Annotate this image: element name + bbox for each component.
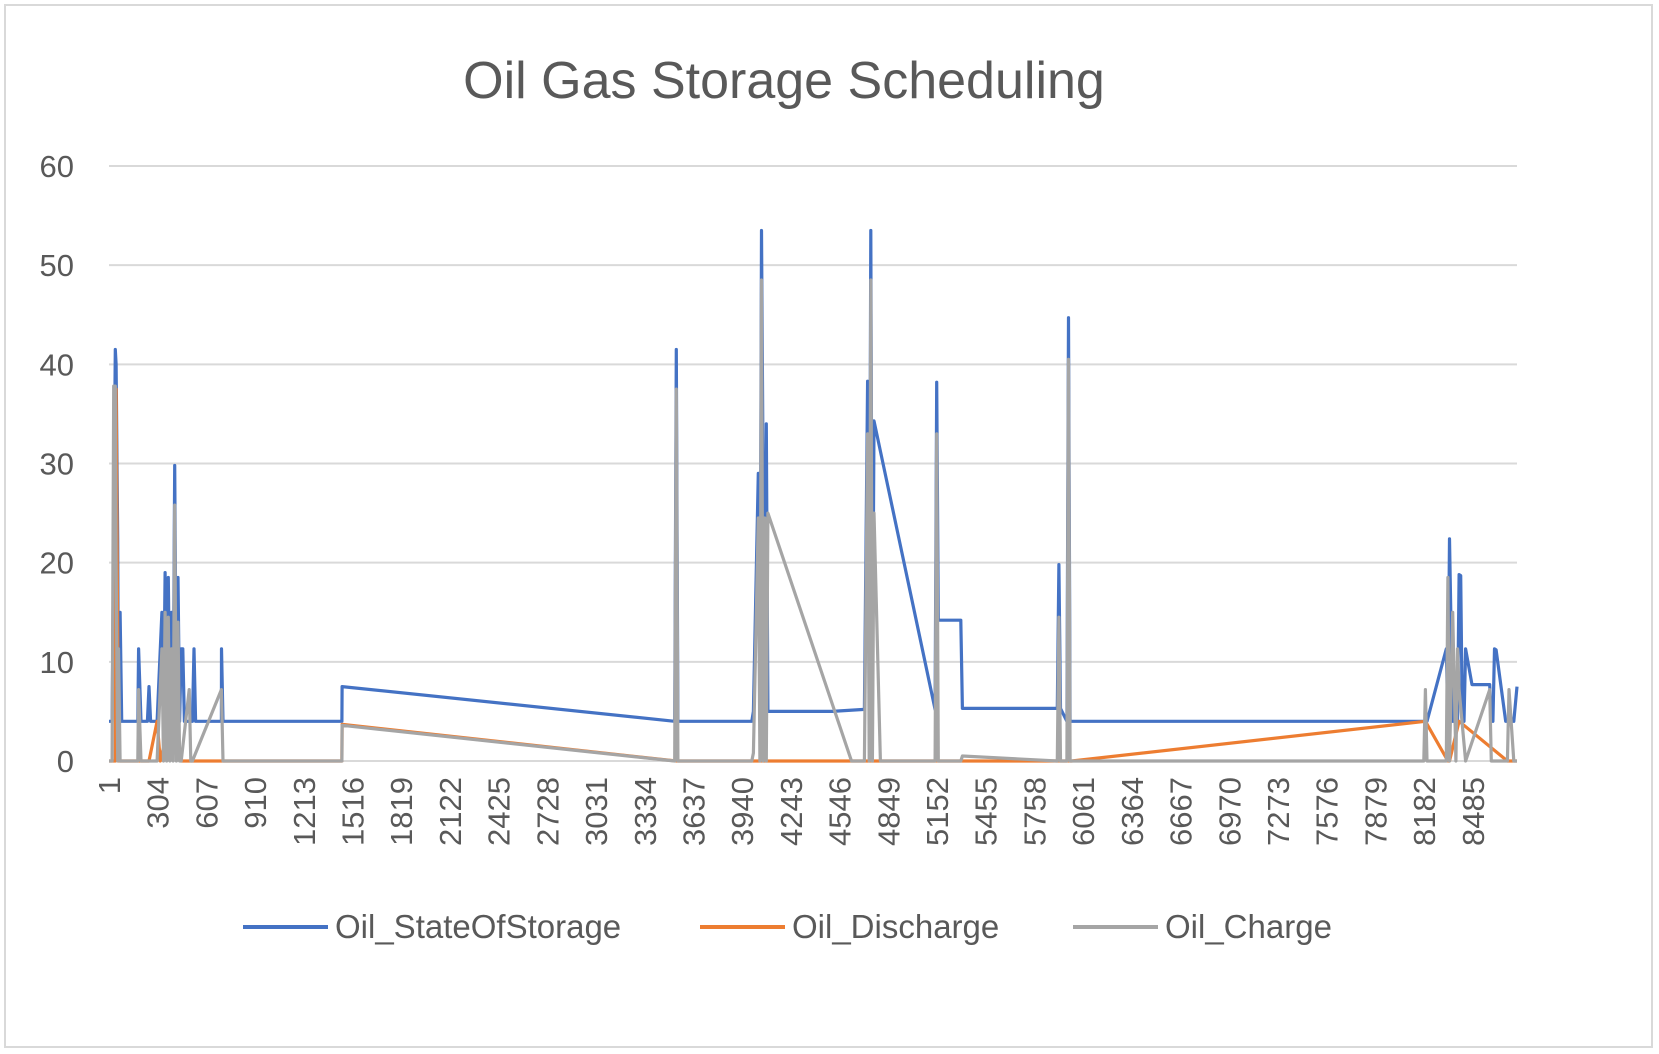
x-tick-label: 5758 — [1017, 777, 1052, 846]
y-axis-tick-labels: 0 10 20 30 40 50 60 — [40, 149, 74, 779]
y-tick-label: 0 — [57, 744, 74, 779]
x-tick-label: 4243 — [774, 777, 809, 846]
x-tick-label: 4546 — [823, 777, 858, 846]
legend-label: Oil_Charge — [1165, 908, 1332, 945]
x-tick-label: 607 — [189, 777, 224, 829]
x-tick-label: 304 — [141, 777, 176, 829]
x-tick-label: 1819 — [384, 777, 419, 846]
chart-frame: Oil Gas Storage Scheduling 0 10 20 30 40 50 60… — [4, 4, 1653, 1048]
legend-label: Oil_StateOfStorage — [335, 908, 621, 945]
x-tick-label: 1516 — [336, 777, 371, 846]
x-tick-label: 8485 — [1456, 777, 1491, 846]
x-tick-label: 7273 — [1261, 777, 1296, 846]
x-tick-label: 1 — [92, 777, 127, 794]
x-tick-label: 2728 — [530, 777, 565, 846]
x-axis-tick-labels: 1 304 607 910 1213 1516 1819 2122 2425 2728 3031 33… — [92, 777, 1491, 846]
x-tick-label: 6970 — [1212, 777, 1247, 846]
series-line-oil-discharge — [109, 387, 1517, 763]
y-tick-label: 20 — [40, 546, 74, 581]
x-tick-label: 1213 — [287, 777, 322, 846]
x-tick-label: 2425 — [482, 777, 517, 846]
x-tick-label: 7576 — [1310, 777, 1345, 846]
legend-label: Oil_Discharge — [792, 908, 999, 945]
chart-title: Oil Gas Storage Scheduling — [463, 52, 1105, 110]
x-tick-label: 910 — [238, 777, 273, 829]
y-tick-label: 50 — [40, 248, 74, 283]
x-tick-label: 3334 — [628, 777, 663, 846]
legend: Oil_StateOfStorage Oil_Discharge Oil_Charg… — [243, 908, 1332, 945]
x-tick-label: 5152 — [920, 777, 955, 846]
x-tick-label: 3637 — [676, 777, 711, 846]
line-chart: Oil Gas Storage Scheduling 0 10 20 30 40 50 60… — [40, 52, 1519, 945]
y-tick-label: 10 — [40, 645, 74, 680]
gridlines — [109, 165, 1517, 762]
y-tick-label: 40 — [40, 347, 74, 382]
x-tick-label: 7879 — [1358, 777, 1393, 846]
x-tick-label: 5455 — [969, 777, 1004, 846]
x-tick-label: 6364 — [1115, 777, 1150, 846]
x-tick-label: 8182 — [1407, 777, 1442, 846]
x-tick-label: 4849 — [871, 777, 906, 846]
series-lines — [109, 228, 1519, 763]
y-tick-label: 30 — [40, 447, 74, 482]
x-tick-label: 6061 — [1066, 777, 1101, 846]
series-line-oil-charge — [109, 278, 1517, 763]
x-tick-label: 2122 — [433, 777, 468, 846]
x-tick-label: 3940 — [725, 777, 760, 846]
x-tick-label: 6667 — [1164, 777, 1199, 846]
y-tick-label: 60 — [40, 149, 74, 184]
x-tick-label: 3031 — [579, 777, 614, 846]
